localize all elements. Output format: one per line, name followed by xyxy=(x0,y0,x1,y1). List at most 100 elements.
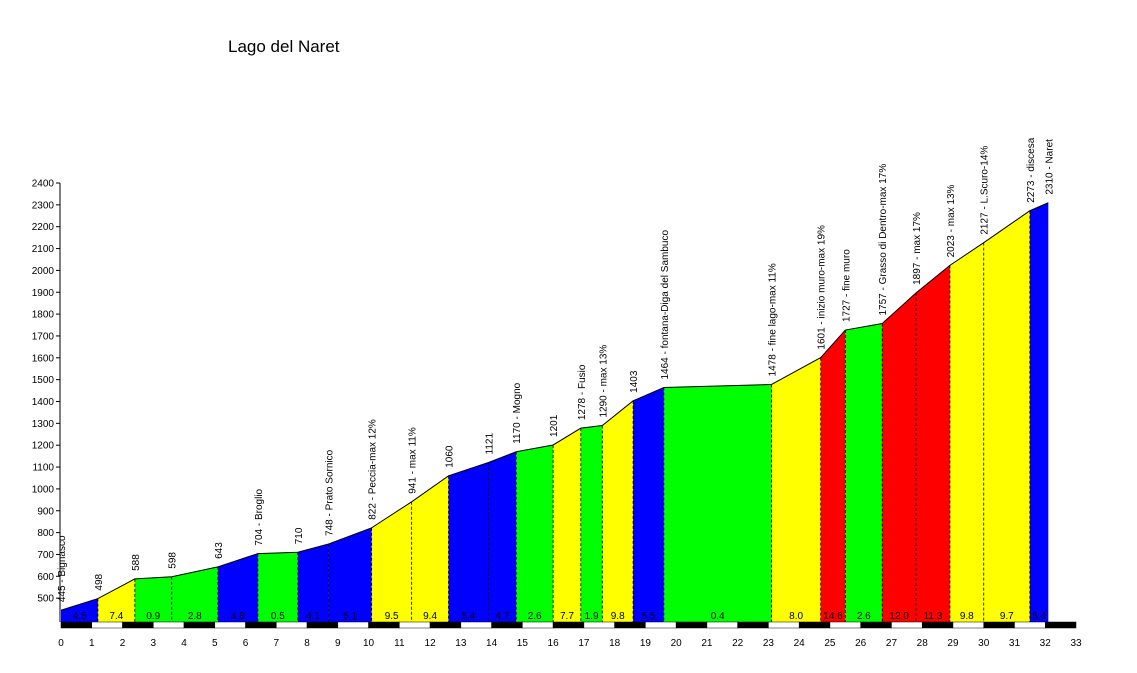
segment-area xyxy=(97,578,135,622)
point-label: 1757 - Grasso di Dentro-max 17% xyxy=(878,164,889,316)
km-band-block xyxy=(921,621,954,629)
km-band-block xyxy=(675,621,708,629)
segment-grade-label: 4.1 xyxy=(306,611,320,622)
segment-grade-label: 4.5 xyxy=(73,611,87,622)
point-label: 1464 - fontana-Diga del Sambuco xyxy=(660,230,671,380)
point-label: 1478 - fine lago-max 11% xyxy=(768,263,779,376)
segment-grade-label: 9.8 xyxy=(611,611,625,622)
x-tick-label: 1 xyxy=(89,638,95,649)
segment-grade-label: 4.7 xyxy=(495,611,509,622)
x-tick-label: 5 xyxy=(212,638,218,649)
point-label: 598 xyxy=(168,552,179,569)
point-label: 445 - Bignasco xyxy=(57,535,68,602)
x-tick-label: 30 xyxy=(978,638,990,649)
y-tick-label: 800 xyxy=(37,528,54,539)
segment-grade-label: 4.8 xyxy=(231,611,245,622)
profile-line xyxy=(60,202,1049,611)
segment-fills xyxy=(61,202,1049,623)
point-label: 941 - max 11% xyxy=(408,427,419,494)
x-tick-label: 14 xyxy=(486,638,498,649)
point-label: 2023 - max 13% xyxy=(946,184,957,257)
km-band-block xyxy=(645,621,677,629)
segment-area xyxy=(297,543,329,622)
x-tick-label: 18 xyxy=(609,638,621,649)
km-band-block xyxy=(368,621,400,629)
point-label: 1060 xyxy=(445,445,456,468)
x-tick-label: 25 xyxy=(824,638,836,649)
point-label: 643 xyxy=(214,542,225,559)
segment-grade-label: 5.5 xyxy=(642,611,656,622)
x-tick-label: 7 xyxy=(274,638,280,649)
y-tick-label: 1600 xyxy=(32,353,55,364)
km-band-block xyxy=(491,621,523,629)
point-label: 498 xyxy=(94,573,105,590)
segment-area xyxy=(257,552,298,622)
km-band-block xyxy=(1044,621,1077,629)
point-label: 1290 - max 13% xyxy=(598,345,609,418)
segment-grade-label: 8.0 xyxy=(789,611,803,622)
point-label: 2273 - discesa xyxy=(1026,137,1037,202)
km-band-block xyxy=(60,621,93,629)
point-label: 1278 - Fusio xyxy=(577,364,588,420)
point-label: 748 - Prato Sornico xyxy=(325,449,336,536)
y-tick-label: 2300 xyxy=(32,200,55,211)
segment-area xyxy=(845,323,883,622)
y-tick-label: 2100 xyxy=(32,244,55,255)
x-tick-label: 21 xyxy=(701,638,713,649)
x-tick-label: 33 xyxy=(1070,638,1082,649)
segment-area xyxy=(983,210,1030,622)
segment-area xyxy=(217,553,258,622)
y-tick-label: 2200 xyxy=(32,222,55,233)
point-label: 1601 - inizio muro-max 19% xyxy=(817,225,828,350)
segment-area xyxy=(771,357,821,622)
km-band-block xyxy=(276,621,308,629)
segment-grade-label: 2.6 xyxy=(528,611,542,622)
km-band-block xyxy=(706,621,738,629)
km-band-block xyxy=(214,621,246,629)
km-band-block xyxy=(245,621,277,629)
y-axis: 500 600 700 800 900 1000 1100 1200 1300 1400 1500 1… xyxy=(32,179,61,622)
km-band-block xyxy=(306,621,339,629)
km-band-block xyxy=(891,621,923,629)
x-tick-label: 17 xyxy=(578,638,590,649)
y-tick-label: 1200 xyxy=(32,441,55,452)
segment-area xyxy=(371,501,412,622)
km-band-block xyxy=(522,621,554,629)
segment-area xyxy=(411,475,449,622)
y-tick-label: 500 xyxy=(37,594,54,605)
km-band-block xyxy=(583,621,615,629)
km-band-block xyxy=(460,621,492,629)
y-tick-label: 700 xyxy=(37,550,54,561)
x-axis: 0 1 2 3 4 5 6 7 8 9 10 11 12 13 14 15 16 17 18 19 20 21 22 23 24… xyxy=(58,621,1082,649)
km-band-block xyxy=(399,621,431,629)
km-band-block xyxy=(768,621,800,629)
point-label: 710 xyxy=(294,527,305,544)
km-band-block xyxy=(429,621,462,629)
y-tick-label: 1900 xyxy=(32,288,55,299)
segment-grade-label: 14.6 xyxy=(823,611,843,622)
segment-area xyxy=(1029,202,1049,623)
x-tick-label: 19 xyxy=(640,638,652,649)
km-band-block xyxy=(952,621,984,629)
x-tick-label: 4 xyxy=(181,638,187,649)
x-tick-label: 15 xyxy=(517,638,529,649)
point-labels: 445 - Bignasco 498 588 598 643 704 - Broglio 7… xyxy=(57,137,1055,602)
segment-grade-label: 1.9 xyxy=(585,611,599,622)
segment-area xyxy=(820,330,846,622)
segment-area xyxy=(949,242,984,622)
x-tick-label: 29 xyxy=(947,638,959,649)
segment-grade-label: 9.8 xyxy=(960,611,974,622)
x-tick-label: 23 xyxy=(763,638,775,649)
segment-grade-label: 0.9 xyxy=(146,611,160,622)
point-label: 704 - Broglio xyxy=(254,488,265,545)
chart-title: Lago del Naret xyxy=(228,37,340,56)
segment-area xyxy=(553,428,581,622)
y-tick-label: 2400 xyxy=(32,179,55,190)
segment-grade-label: 2.6 xyxy=(857,611,871,622)
km-band-block xyxy=(183,621,216,629)
x-tick-label: 3 xyxy=(150,638,156,649)
segment-area xyxy=(916,265,950,622)
y-tick-label: 900 xyxy=(37,506,54,517)
y-tick-label: 1700 xyxy=(32,331,55,342)
segment-grade-label: 9.7 xyxy=(1000,611,1014,622)
